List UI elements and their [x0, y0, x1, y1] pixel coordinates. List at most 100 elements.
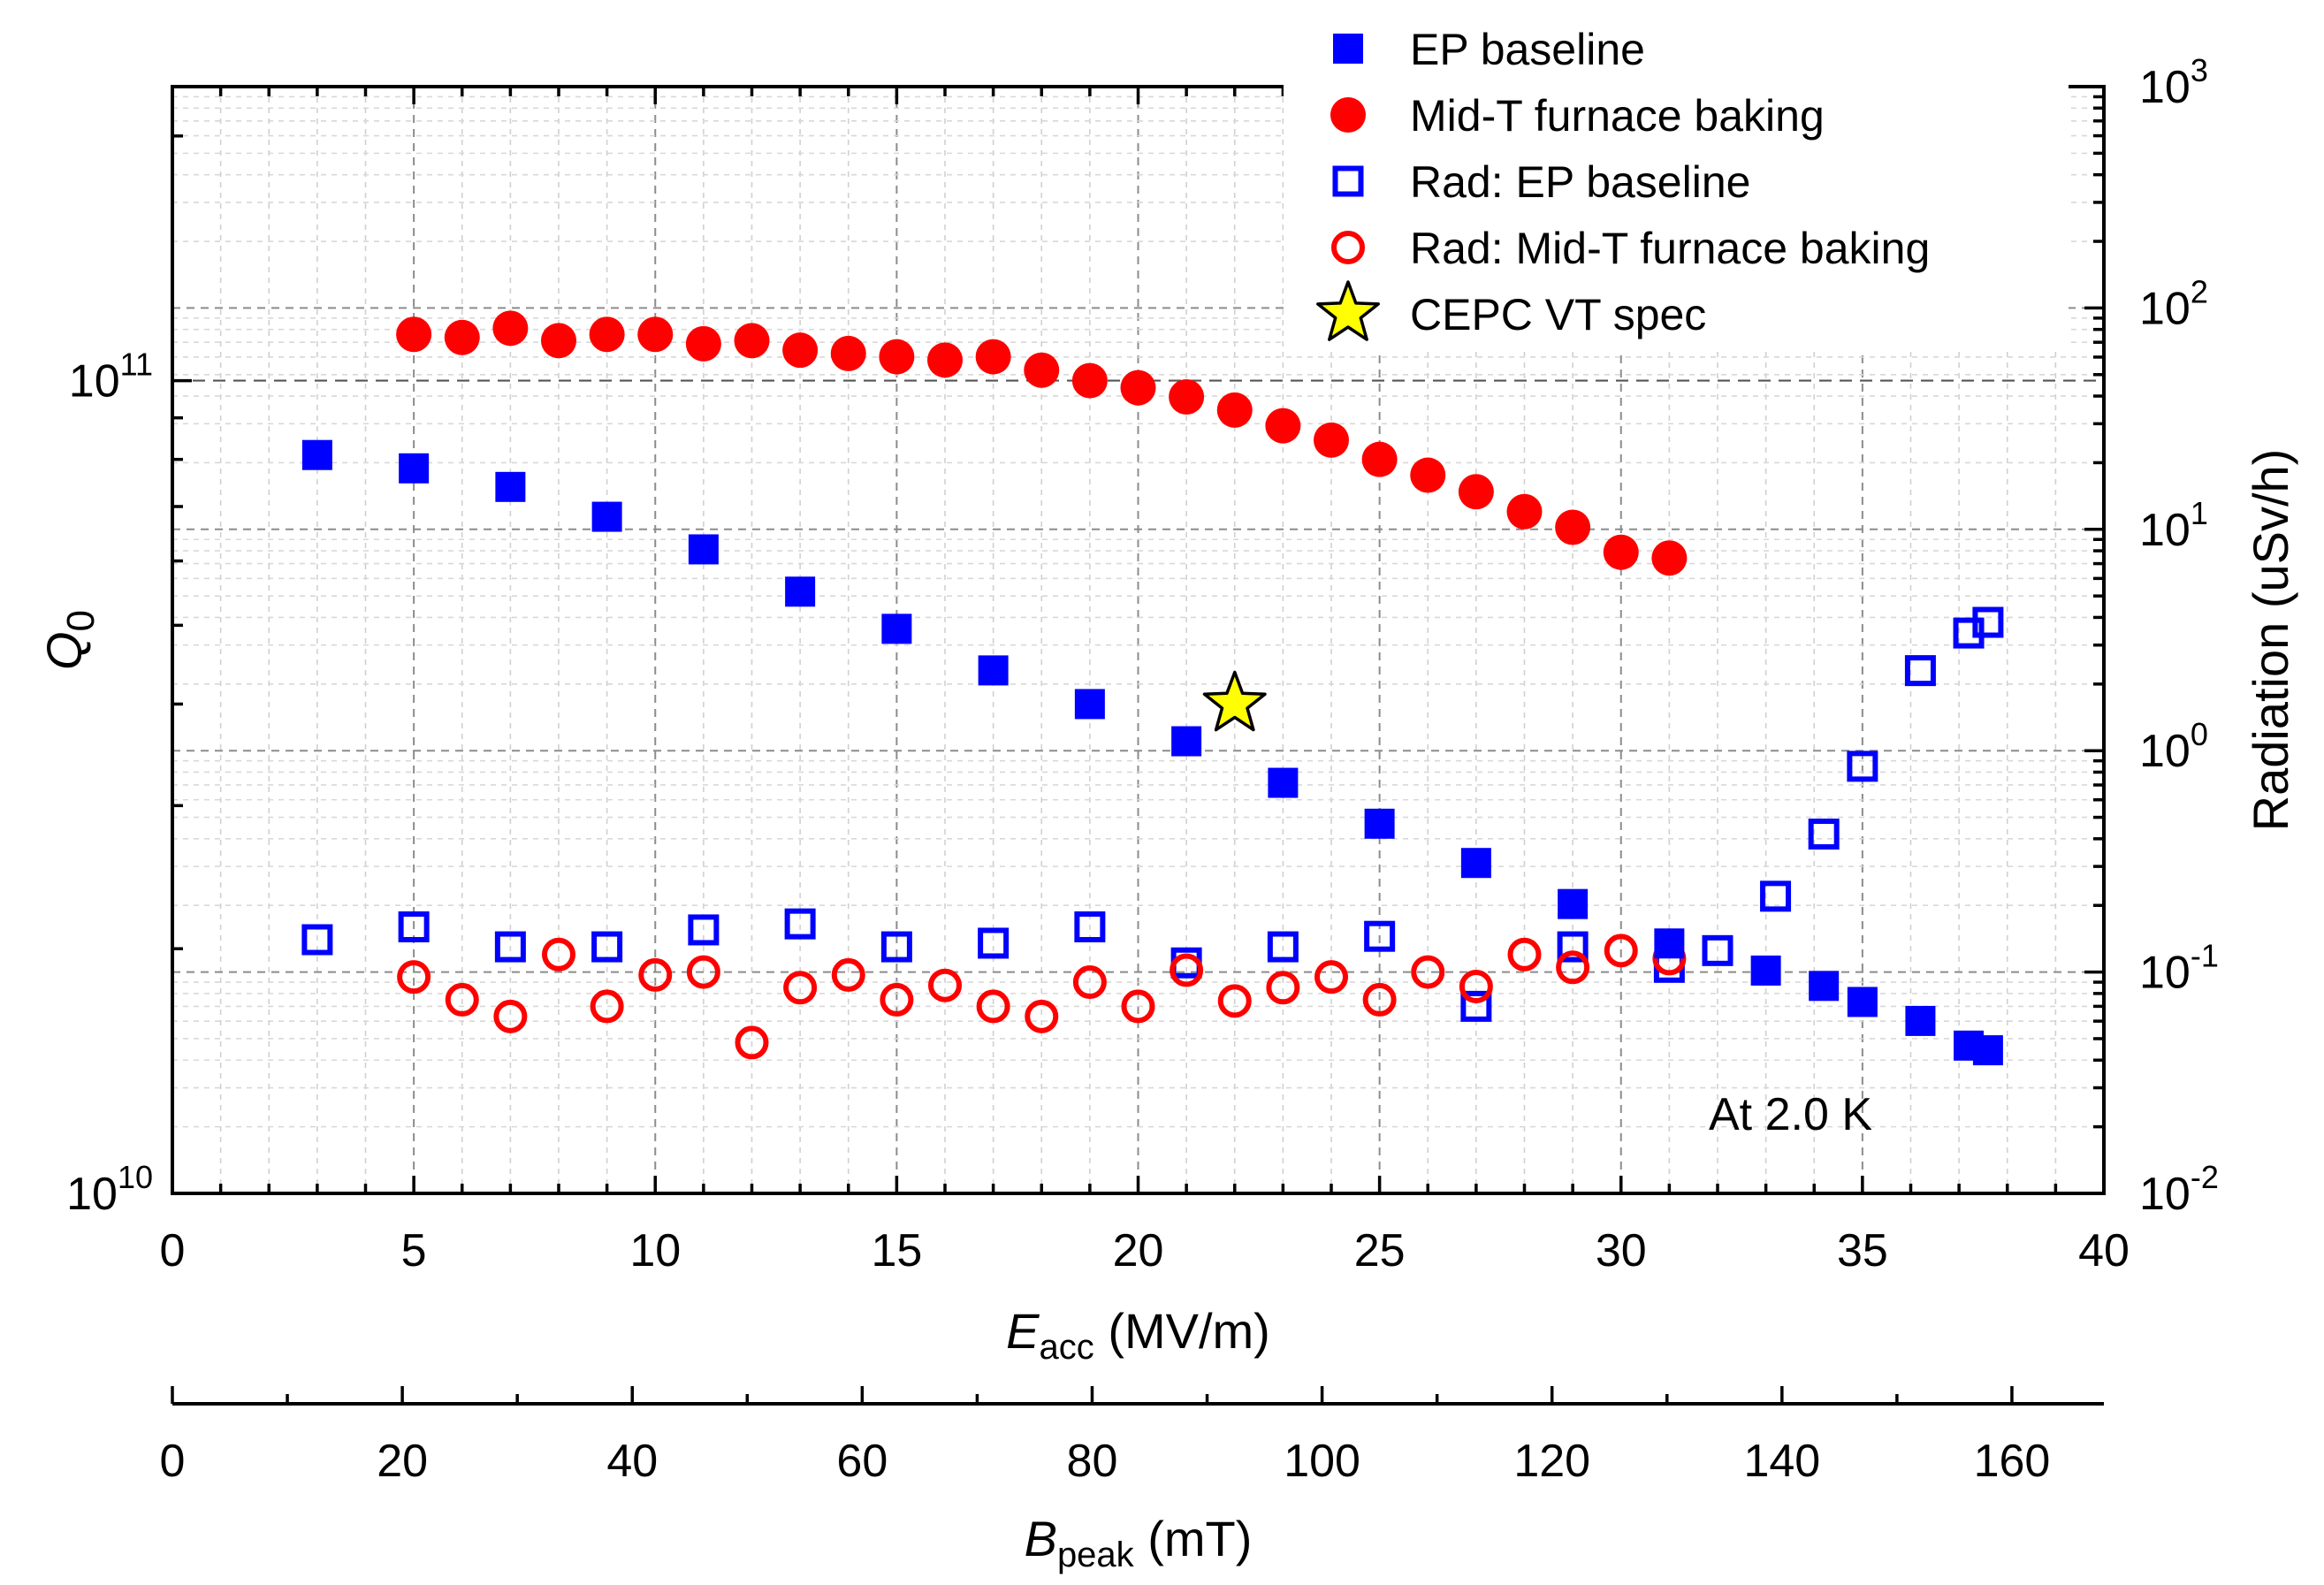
data-point	[492, 310, 529, 347]
data-point	[301, 924, 333, 956]
x-tick-label: 20	[1113, 1225, 1164, 1276]
x2-tick-label: 160	[1974, 1436, 2051, 1487]
x2-axis-title: Bpeak (mT)	[1025, 1511, 1253, 1574]
y-axis-title: Q0	[36, 610, 103, 670]
data-point	[301, 439, 332, 470]
data-point	[1265, 408, 1301, 444]
x-tick-label: 35	[1837, 1225, 1888, 1276]
data-point	[1847, 751, 1878, 782]
data-point	[1202, 670, 1267, 732]
legend-marker	[1316, 280, 1380, 341]
data-point	[1507, 937, 1542, 972]
data-point	[1024, 352, 1060, 388]
series-star	[1202, 670, 1267, 732]
legend-label: EP baseline	[1410, 25, 1645, 74]
data-point	[1847, 987, 1878, 1017]
data-point	[541, 323, 576, 359]
y2-tick-label: 100	[2139, 716, 2208, 777]
data-point	[445, 982, 479, 1017]
data-point	[1266, 971, 1300, 1005]
x-tick-label: 5	[401, 1225, 427, 1276]
data-point	[881, 613, 912, 644]
legend-item: EP baseline	[1333, 25, 1645, 74]
annotation-temperature: At 2.0 K	[1709, 1089, 1872, 1140]
y2-tick-label: 103	[2139, 52, 2208, 113]
data-point	[542, 937, 575, 972]
y2-axis-title: Radiation (uSv/h)	[2243, 449, 2298, 832]
data-point	[1171, 726, 1202, 757]
data-point	[1217, 984, 1252, 1018]
legend-label: CEPC VT spec	[1410, 290, 1706, 339]
legend-marker	[1331, 231, 1365, 264]
data-point	[1459, 970, 1493, 1004]
data-point	[1314, 422, 1349, 458]
data-point	[685, 325, 721, 362]
data-point	[1506, 493, 1543, 530]
data-point	[1458, 474, 1494, 510]
x-axis-title: Eacc (MV/m)	[1006, 1303, 1270, 1367]
y2-tick-label: 101	[2139, 495, 2208, 556]
data-point	[493, 999, 528, 1033]
series-circle-filled	[396, 310, 1688, 576]
series-square-filled	[301, 439, 2003, 1066]
data-point	[1654, 928, 1685, 959]
data-point	[1169, 378, 1205, 415]
x2-tick-label: 0	[160, 1436, 186, 1487]
data-point	[398, 911, 430, 942]
data-point	[1760, 880, 1792, 912]
data-point	[1972, 1035, 2003, 1066]
x-tick-label: 30	[1596, 1225, 1647, 1276]
data-point	[589, 316, 625, 353]
x2-tick-label: 100	[1284, 1436, 1360, 1487]
data-point	[927, 342, 963, 378]
x-tick-label: 10	[629, 1225, 681, 1276]
legend-label: Rad: Mid-T furnace baking	[1410, 224, 1930, 273]
data-point	[1905, 1005, 1936, 1036]
data-point	[1025, 999, 1059, 1033]
data-point	[1557, 931, 1589, 963]
data-point	[880, 931, 912, 963]
data-point	[784, 908, 816, 940]
data-point	[1972, 606, 2004, 638]
x2-tick-label: 120	[1513, 1436, 1590, 1487]
data-point	[688, 534, 719, 565]
axes: 0 5 10 15 20 25 30 35 40 Eacc (MV/m) 0 20 40 60 80 100 1…	[36, 52, 2298, 1574]
x-tick-label: 40	[2078, 1225, 2130, 1276]
x2-tick-label: 40	[606, 1436, 658, 1487]
data-point	[783, 971, 818, 1005]
data-point	[1362, 982, 1397, 1017]
legend: EP baseline Mid-T furnace baking Rad: EP b…	[1284, 16, 2069, 352]
data-point	[1809, 971, 1840, 1002]
data-point	[1170, 953, 1204, 987]
y2-tick-label: 10-1	[2139, 938, 2219, 999]
legend-item: Rad: EP baseline	[1332, 157, 1750, 207]
legend-marker	[1332, 165, 1364, 197]
data-point	[782, 332, 819, 369]
data-point	[1074, 689, 1105, 720]
data-point	[637, 316, 674, 353]
data-point	[1121, 989, 1155, 1024]
legend-item: Rad: Mid-T furnace baking	[1331, 224, 1930, 273]
data-point	[638, 957, 673, 992]
data-point	[1314, 960, 1348, 994]
data-point	[830, 335, 866, 371]
data-point	[1267, 931, 1299, 963]
y2-tick-label: 102	[2139, 273, 2208, 334]
data-point	[1071, 362, 1108, 399]
data-point	[1120, 370, 1156, 406]
data-point	[978, 927, 1010, 959]
data-point	[396, 316, 432, 353]
data-point	[1603, 534, 1639, 570]
data-point	[591, 931, 623, 963]
data-point	[1268, 767, 1299, 798]
data-point	[1702, 934, 1733, 966]
data-point	[879, 339, 915, 375]
data-point	[591, 501, 622, 532]
data-point	[831, 957, 865, 992]
data-point	[399, 453, 430, 484]
data-point	[978, 655, 1009, 686]
data-point	[1460, 990, 1492, 1022]
x-tick-label: 0	[160, 1225, 186, 1276]
legend-background	[1284, 16, 2069, 352]
data-point	[880, 982, 914, 1017]
